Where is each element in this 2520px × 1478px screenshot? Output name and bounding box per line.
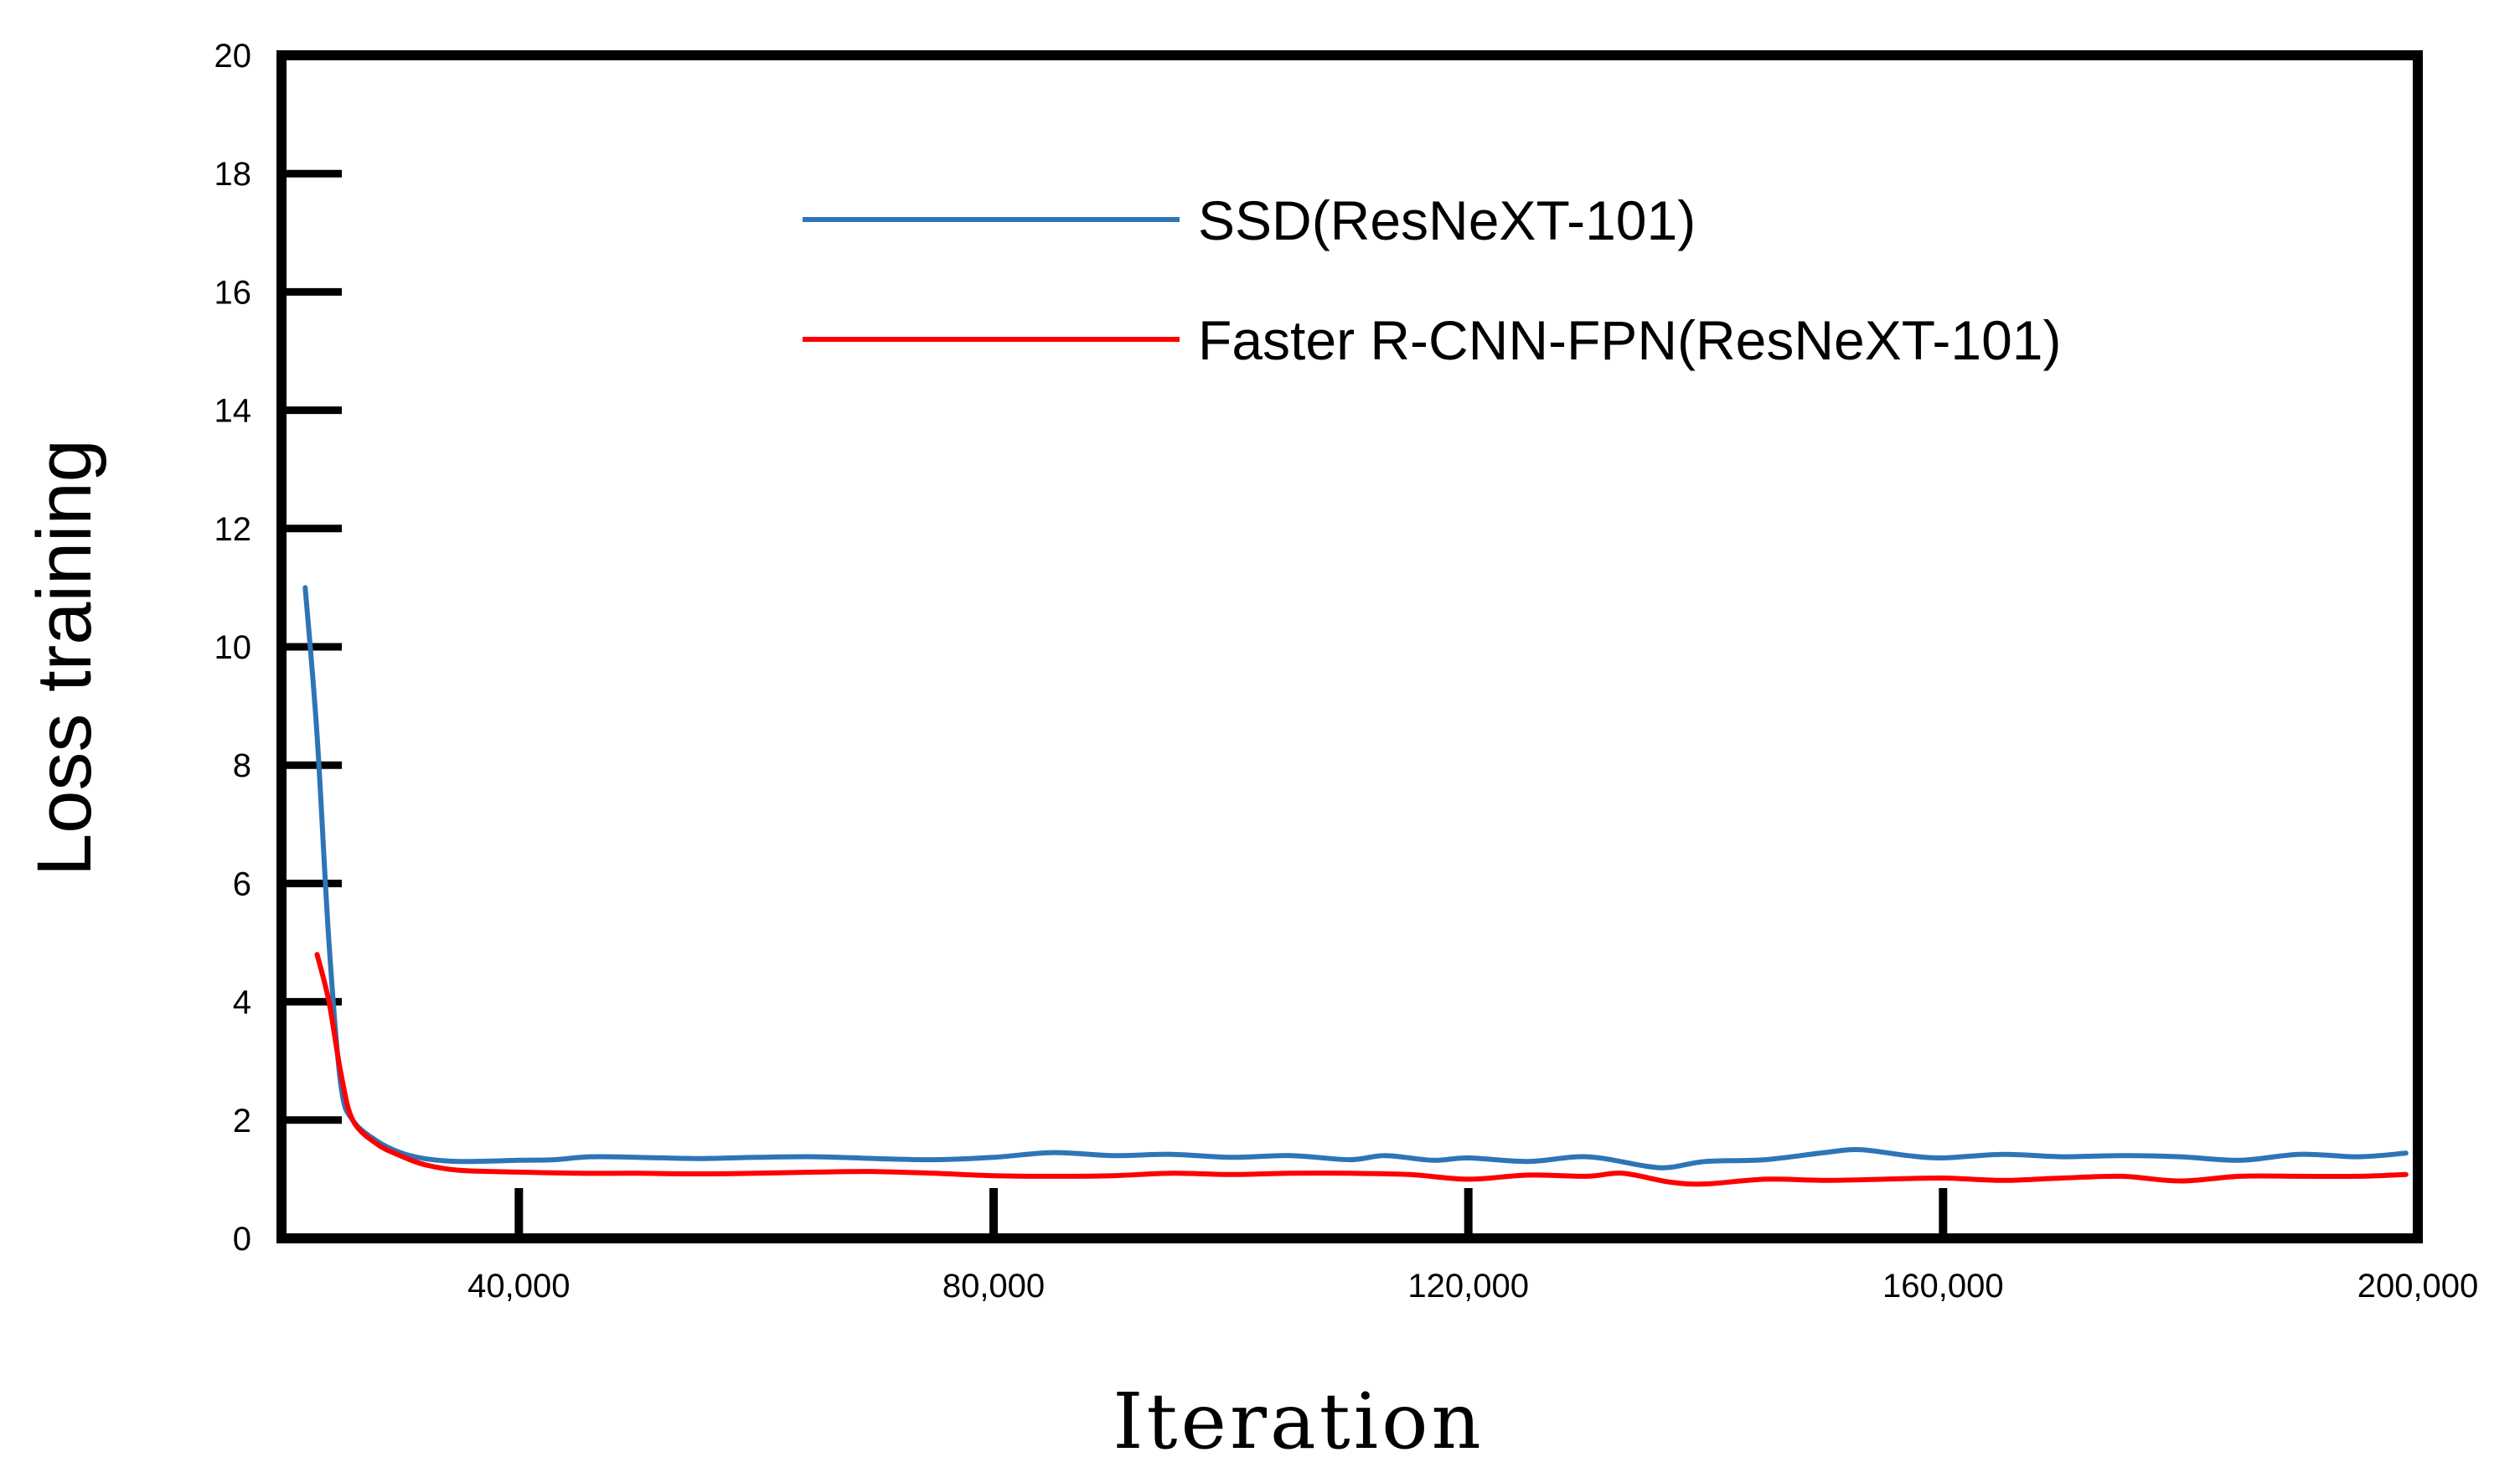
x-tick-label: 40,000: [467, 1268, 570, 1305]
x-tick-label: 160,000: [1882, 1268, 2004, 1305]
plot-frame: [276, 50, 2423, 1243]
legend: SSD(ResNeXT-101) Faster R-CNN-FPN(ResNeXT…: [803, 189, 2061, 371]
series-line-ssd: [302, 585, 2409, 1171]
y-tick-label: 16: [214, 274, 252, 311]
x-tick-label: 200,000: [2357, 1268, 2479, 1305]
x-tick-label: 120,000: [1407, 1268, 1529, 1305]
y-tick-label: 20: [214, 38, 252, 75]
y-tick-label: 0: [233, 1221, 251, 1258]
x-tick-label: 80,000: [942, 1268, 1045, 1305]
y-tick-label: 6: [233, 866, 251, 902]
x-axis-title: Iteration: [1113, 1377, 1485, 1466]
y-tick-label: 14: [214, 393, 252, 430]
series-lines: [302, 585, 2409, 1187]
x-axis: 40,000 80,000 120,000 160,000 200,000: [467, 1188, 2478, 1305]
series-line-faster-rcnn-fpn: [314, 952, 2409, 1187]
y-tick-label: 18: [214, 156, 252, 193]
legend-label: Faster R-CNN-FPN(ResNeXT-101): [1198, 309, 2061, 371]
y-tick-label: 8: [233, 747, 251, 784]
y-axis-title: Loss training: [22, 439, 107, 876]
y-tick-label: 10: [214, 629, 252, 666]
legend-label: SSD(ResNeXT-101): [1198, 189, 1696, 251]
y-tick-label: 12: [214, 511, 252, 548]
y-tick-label: 4: [233, 984, 251, 1021]
y-tick-label: 2: [233, 1103, 251, 1140]
